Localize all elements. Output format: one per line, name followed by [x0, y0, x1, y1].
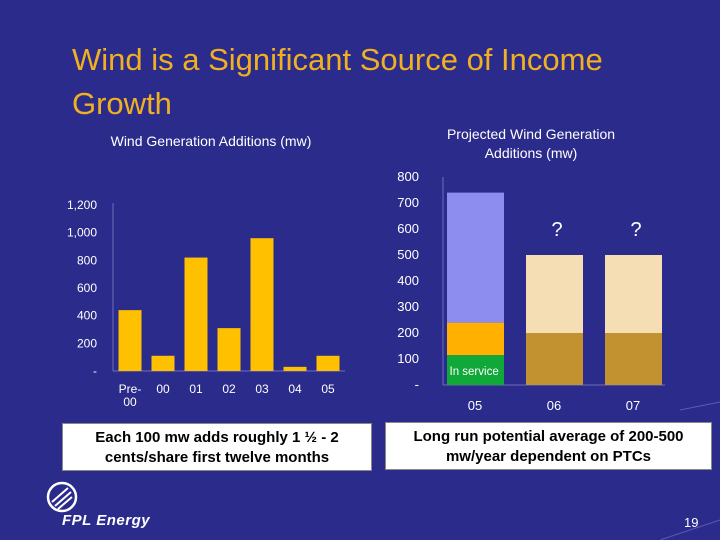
- right-chart-title: Projected Wind Generation Additions (mw): [446, 126, 616, 161]
- left-y-tick-label: -: [93, 364, 97, 378]
- right-bar-segment: [447, 355, 504, 385]
- left-bar: [151, 355, 175, 371]
- left-x-tick-label: 03: [255, 382, 269, 396]
- left-chart-title: Wind Generation Additions (mw): [110, 133, 312, 149]
- left-bar: [283, 366, 307, 371]
- right-y-tick-label: 500: [397, 247, 419, 262]
- left-x-tick-label: 05: [321, 382, 335, 396]
- right-bar-segment: [447, 192, 504, 323]
- left-y-tick-label: 1,000: [67, 226, 97, 240]
- left-x-tick-label: 00: [123, 395, 137, 409]
- right-y-tick-label: -: [415, 377, 419, 392]
- left-x-tick-label: 04: [288, 382, 302, 396]
- right-bar-segment: [447, 322, 504, 356]
- right-x-tick-label: 07: [626, 398, 640, 413]
- left-bar: [316, 355, 340, 371]
- question-marker: ?: [551, 219, 562, 241]
- left-bar: [217, 328, 241, 371]
- right-y-tick-label: 800: [397, 169, 419, 184]
- right-y-tick-label: 400: [397, 273, 419, 288]
- left-note-box: Each 100 mw adds roughly 1 ½ - 2 cents/s…: [62, 423, 372, 471]
- decor-swoosh-2: [659, 519, 720, 540]
- right-y-tick-label: 300: [397, 299, 419, 314]
- right-y-tick-label: 200: [397, 325, 419, 340]
- left-bar: [184, 257, 208, 371]
- right-y-tick-label: 100: [397, 351, 419, 366]
- left-x-tick-label: 01: [189, 382, 203, 396]
- left-y-tick-label: 400: [77, 309, 97, 323]
- left-bar: [118, 310, 142, 371]
- in-service-label: In service: [450, 366, 499, 378]
- left-y-tick-label: 800: [77, 253, 97, 267]
- right-stacked-bar-chart: - 100 200 300 400 500 600 700 800 In service 05? 06…: [397, 169, 665, 413]
- slide-title: Wind is a Significant Source of Income G…: [72, 42, 603, 121]
- right-x-tick-label: 06: [547, 398, 561, 413]
- question-marker: ?: [630, 219, 641, 241]
- left-x-tick-label: 00: [156, 382, 170, 396]
- fpl-logo-icon: [46, 481, 78, 513]
- left-y-tick-label: 600: [77, 281, 97, 295]
- left-y-tick-label: 200: [77, 336, 97, 350]
- right-bar-segment: [605, 333, 662, 385]
- left-x-tick-label: Pre-: [119, 382, 142, 396]
- left-x-tick-label: 02: [222, 382, 236, 396]
- right-bar-segment: [526, 333, 583, 385]
- left-y-tick-label: 1,200: [67, 198, 97, 212]
- right-bar-segment: [526, 255, 583, 333]
- right-y-tick-label: 700: [397, 195, 419, 210]
- right-bar-segment: [605, 255, 662, 333]
- decor-swoosh-1: [679, 401, 720, 411]
- right-y-tick-label: 600: [397, 221, 419, 236]
- left-bar: [250, 238, 274, 371]
- right-note-box: Long run potential average of 200-500 mw…: [385, 422, 712, 470]
- decor-lines: [659, 401, 720, 540]
- logo-text: FPL Energy: [62, 512, 151, 529]
- right-x-tick-label: 05: [468, 398, 482, 413]
- page-number: 19: [684, 515, 699, 530]
